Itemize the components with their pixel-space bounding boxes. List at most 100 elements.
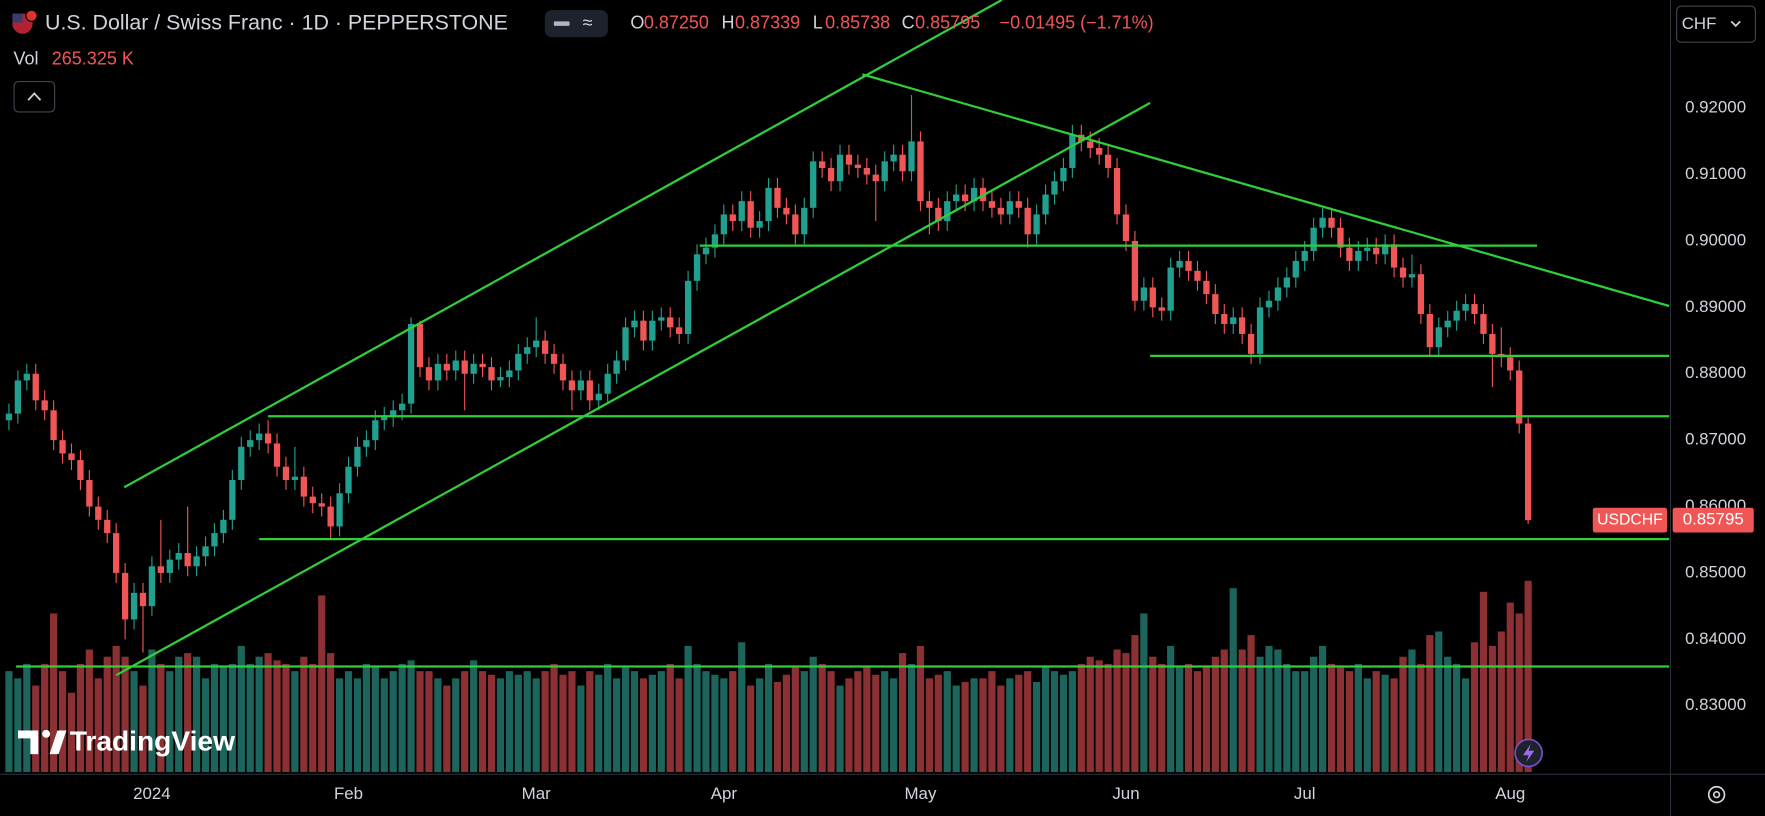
price-pane xyxy=(5,94,1532,653)
candle-body xyxy=(783,207,790,215)
candle-body xyxy=(729,214,736,222)
volume-bar xyxy=(702,671,710,773)
volume-bar xyxy=(1399,656,1407,773)
candle-body xyxy=(845,154,853,165)
volume-bar xyxy=(1524,580,1532,773)
currency-dropdown[interactable] xyxy=(1676,5,1756,43)
candle-body xyxy=(988,201,996,208)
volume-bar xyxy=(881,671,889,773)
volume-bar xyxy=(630,671,639,773)
volume-pane xyxy=(5,580,1532,773)
candle-body xyxy=(1301,250,1308,261)
ohlc-letter: H xyxy=(722,12,735,32)
settings-gear xyxy=(1707,785,1726,804)
volume-bar xyxy=(1363,678,1371,773)
candle-body xyxy=(792,214,799,235)
candle-body xyxy=(1167,267,1174,311)
candle-body xyxy=(300,476,307,497)
volume-bar xyxy=(192,656,201,773)
volume-bar xyxy=(309,663,317,773)
volume-bar xyxy=(773,681,782,773)
candle-body xyxy=(765,187,772,222)
volume-bar xyxy=(1310,656,1318,773)
candle-body xyxy=(256,433,263,441)
candle-body xyxy=(711,234,719,248)
candle-body xyxy=(1328,217,1335,228)
volume-bar xyxy=(416,671,424,773)
settings-icon[interactable] xyxy=(1707,785,1726,804)
candle-body xyxy=(175,553,182,560)
candle-body xyxy=(1346,247,1353,261)
candle-body xyxy=(1417,274,1425,315)
candle-body xyxy=(1444,320,1451,328)
volume-bar xyxy=(50,613,58,773)
y-tick-label: 0.92000 xyxy=(1685,98,1746,117)
candle-body xyxy=(14,380,22,414)
volume-bar xyxy=(76,663,85,773)
candle-body xyxy=(1096,148,1103,155)
collapse-button[interactable] xyxy=(13,81,56,113)
volume-bar xyxy=(621,667,630,773)
volume-bar xyxy=(264,653,272,773)
candle-body xyxy=(818,161,826,168)
candle-body xyxy=(1122,214,1130,241)
candle-body xyxy=(336,493,343,527)
volume-bar xyxy=(1104,663,1112,773)
collapse-icon xyxy=(27,92,42,101)
candle-body xyxy=(32,373,39,401)
y-tick-label: 0.85000 xyxy=(1685,562,1746,581)
volume-bar xyxy=(121,656,129,773)
candle-body xyxy=(1274,287,1282,301)
legend-header: U.S. Dollar / Swiss Franc · 1D · PEPPERS… xyxy=(12,9,1154,113)
volume-bar xyxy=(559,674,567,773)
volume-bar xyxy=(1354,663,1362,773)
volume-bar xyxy=(523,671,531,773)
volume-bar xyxy=(1515,613,1523,773)
candle-body xyxy=(1265,300,1273,308)
ohlc-letter: O xyxy=(630,12,644,32)
volume-bar xyxy=(291,671,299,773)
candle-body xyxy=(327,506,334,527)
candle-body xyxy=(631,320,638,328)
candle-body xyxy=(881,161,888,182)
volume-bar xyxy=(335,678,344,773)
logo-text: TradingView xyxy=(70,725,235,756)
volume-bar xyxy=(595,674,603,773)
volume-bar xyxy=(67,692,76,773)
candle-body xyxy=(640,320,647,341)
axes: 0.92000 0.91000 0.90000 0.89000 0.88000 0.870… xyxy=(133,98,1754,803)
x-tick-label: 2024 xyxy=(133,784,171,803)
candle-body xyxy=(622,327,629,361)
candle-body xyxy=(1006,201,1013,215)
candle-body xyxy=(827,167,835,182)
volume-bar xyxy=(14,678,22,773)
candle-body xyxy=(148,566,156,607)
volume-bar xyxy=(1256,656,1264,773)
candle-body xyxy=(1292,260,1299,278)
volume-bar xyxy=(219,667,228,773)
volume-bar xyxy=(1381,674,1389,773)
volume-bar xyxy=(1229,588,1237,773)
volume-bar xyxy=(711,674,719,773)
candle-body xyxy=(1516,370,1523,424)
candle-body xyxy=(1283,277,1290,288)
symbol-title[interactable]: U.S. Dollar / Swiss Franc · 1D · PEPPERS… xyxy=(45,10,508,34)
candle-body xyxy=(113,533,120,573)
volume-bar xyxy=(255,656,263,773)
volume-bar xyxy=(1068,671,1076,773)
volume-bar xyxy=(693,663,701,773)
candle-body xyxy=(121,572,129,620)
volume-bar xyxy=(461,671,469,773)
candle-body xyxy=(577,380,585,391)
mode-toggle[interactable] xyxy=(544,10,608,38)
candle-body xyxy=(390,410,397,417)
volume-bar xyxy=(148,649,156,773)
volume-bar xyxy=(755,678,764,773)
candle-body xyxy=(291,476,299,480)
candle-body xyxy=(541,340,549,354)
volume-bar xyxy=(228,663,236,773)
price-label: 0.85795 xyxy=(1683,510,1744,529)
candle-body xyxy=(756,221,763,228)
volume-bar xyxy=(1238,649,1246,773)
